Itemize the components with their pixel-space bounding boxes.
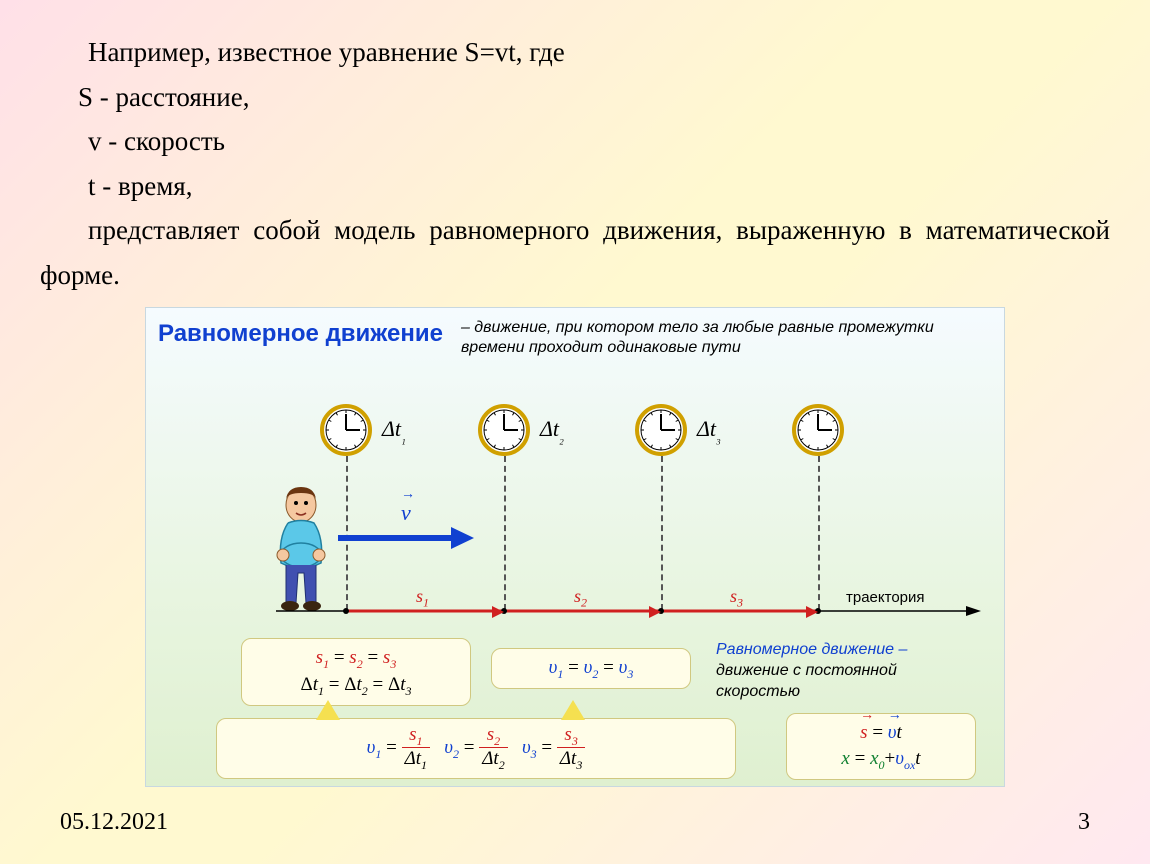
trajectory-node: [343, 608, 349, 614]
dashed-vertical: [504, 456, 506, 610]
figure-uniform-motion: Равномерное движение – движение, при кот…: [145, 307, 1005, 787]
equation-box: s = υtx = x0+υoxt: [786, 713, 976, 780]
figure-header: Равномерное движение – движение, при кот…: [158, 316, 992, 358]
clock-icon: [791, 403, 845, 457]
equation-box: s1 = s2 = s3Δt1 = Δt2 = Δt3: [241, 638, 471, 706]
distance-label: s3: [730, 586, 743, 611]
velocity-label: v: [401, 500, 411, 526]
slide-number: 3: [1078, 809, 1090, 836]
delta-t-label: Δt₃: [697, 416, 721, 446]
distance-label: s1: [416, 586, 429, 611]
clock-icon: [634, 403, 688, 457]
trajectory-arrowhead: [806, 605, 820, 623]
equation-box: υ1 = υ2 = υ3: [491, 648, 691, 689]
equation-box: υ1 = s1Δt1 υ2 = s2Δt2 υ3 = s3Δt3: [216, 718, 736, 779]
intro-line1: Например, известное уравнение S=vt, где: [40, 30, 1110, 75]
intro-line2: S - расстояние,: [40, 75, 1110, 120]
velocity-arrow: [336, 523, 476, 558]
figure-caption: Равномерное движение – движение с постоя…: [716, 640, 976, 702]
dashed-vertical: [661, 456, 663, 610]
connector-arrow-icon: [316, 700, 340, 720]
intro-line4: t - время,: [40, 164, 1110, 209]
dashed-vertical: [818, 456, 820, 610]
trajectory-label: траектория: [846, 589, 925, 606]
intro-para2: представляет собой модель равномерного д…: [40, 208, 1110, 297]
clock-icon: [477, 403, 531, 457]
trajectory-arrowhead: [649, 605, 663, 623]
person-icon: [266, 483, 336, 618]
figure-title: Равномерное движение: [158, 316, 443, 348]
intro-text: Например, известное уравнение S=vt, где …: [40, 30, 1110, 297]
delta-t-label: Δt₁: [382, 416, 406, 446]
slide: Например, известное уравнение S=vt, где …: [0, 0, 1150, 864]
clock-icon: [319, 403, 373, 457]
distance-label: s2: [574, 586, 587, 611]
intro-line3: v - скорость: [40, 119, 1110, 164]
figure-definition: – движение, при котором тело за любые ра…: [461, 316, 992, 358]
delta-t-label: Δt₂: [540, 416, 564, 446]
slide-date: 05.12.2021: [60, 809, 168, 836]
connector-arrow-icon: [561, 700, 585, 720]
trajectory-arrowhead: [492, 605, 506, 623]
